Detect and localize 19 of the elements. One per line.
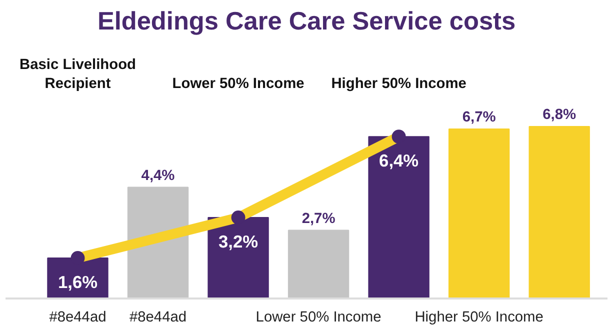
bar — [528, 126, 590, 298]
data-label: 6,7% — [462, 110, 496, 126]
data-label: 6,8% — [542, 107, 576, 124]
data-label: 3,2% — [218, 231, 258, 252]
data-label: 2,7% — [302, 210, 336, 227]
data-label: 6,4% — [379, 150, 419, 170]
data-label: 1,6% — [58, 272, 98, 292]
x-tick-label: Higher 50% Income — [414, 310, 544, 326]
bar — [448, 128, 510, 298]
text: Basic Livelihood Recipient — [20, 56, 136, 92]
text: Lower 50% Income — [172, 76, 304, 92]
text: Higher 50% Income — [331, 76, 466, 92]
data-label: 4,4% — [141, 168, 175, 184]
chart-title: Eldedings Care Care Service costs — [97, 8, 516, 36]
x-tick-label: #8e44ad — [129, 310, 187, 326]
x-tick-label: #8e44ad — [49, 310, 106, 326]
bar — [288, 230, 350, 298]
x-tick-label: Lower 50% Income — [256, 310, 382, 326]
bar — [127, 186, 189, 298]
